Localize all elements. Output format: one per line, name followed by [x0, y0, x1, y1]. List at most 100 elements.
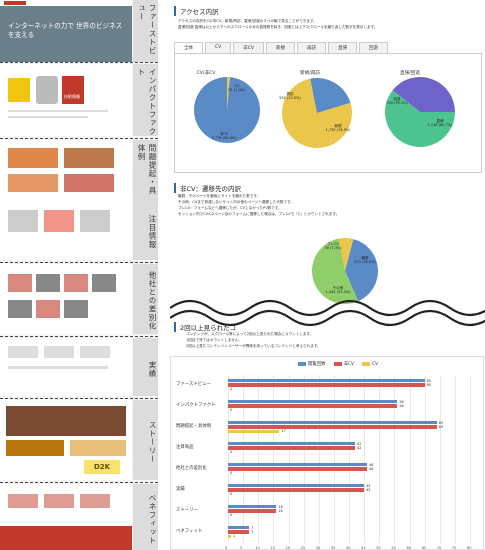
bar-value-label: 56 — [399, 399, 404, 404]
gridline — [379, 375, 381, 543]
brand-logo: D2K — [84, 460, 120, 474]
legend-label: 閲覧回数 — [308, 362, 326, 367]
label: 回遊 — [393, 97, 401, 101]
pct: (60.7%) — [438, 123, 453, 127]
bar-value-label: 1 — [233, 534, 236, 539]
x-tick-label: 50 — [376, 546, 381, 550]
bar-value-label: 0 — [230, 408, 233, 413]
x-tick-label: 30 — [315, 546, 321, 550]
bar-1 — [228, 509, 277, 513]
pie-cv-noncv — [193, 77, 260, 143]
bar-1 — [228, 446, 356, 450]
x-tick-label: 70 — [436, 546, 442, 550]
value: 532 — [279, 96, 286, 100]
thumb-proposal — [0, 264, 132, 334]
bar-value-label: 65 — [426, 382, 431, 387]
pie-slice-2 — [312, 238, 359, 305]
gridline — [364, 375, 366, 543]
x-tick-label: 45 — [361, 546, 366, 550]
pie-slice-1 — [345, 239, 378, 302]
bar-value-label: 69 — [438, 420, 444, 425]
label: 再訪 — [286, 92, 294, 96]
thumb-featured — [0, 200, 132, 260]
pie3-label-exit: 離脱 253 (39.3%) — [350, 256, 380, 264]
section-label-results: 実績 — [133, 338, 158, 396]
label: プレCV — [327, 242, 339, 246]
pct: (23.5%) — [286, 96, 301, 100]
bar-value-label: 42 — [357, 445, 362, 450]
access-title: アクセス内訳 — [174, 6, 219, 16]
pie-title-bounce: 直帰/回遊 — [400, 71, 420, 76]
x-tick-label: 60 — [406, 546, 412, 550]
bar-chart: 0 5 10 15 20 25 30 35 40 45 50 55 60 65 70 75 80 ファーストビュー… — [170, 0, 485, 550]
read-line-3: 2回以上見たコンテンツ＝ユーザーが興味を持っているコンテンツと考えられます。 — [186, 344, 321, 348]
value: 1,444 — [325, 290, 336, 294]
bar-value-label: 46 — [369, 462, 374, 467]
bar-1 — [228, 404, 398, 408]
x-tick-label: 25 — [300, 546, 306, 550]
gridline — [454, 375, 456, 543]
break-wave — [170, 299, 485, 327]
label: 離脱 — [361, 256, 369, 260]
bar-value-label: 0 — [230, 513, 233, 518]
pie-slice-1 — [385, 90, 455, 147]
pie-slice-0 — [310, 77, 351, 113]
pct: (1.4%) — [233, 88, 246, 92]
pie-title-new: 新規/再訪 — [300, 71, 320, 76]
bar-1 — [228, 488, 365, 492]
badge-text: 技術情報 — [64, 94, 80, 99]
pie-slice-1 — [282, 78, 352, 148]
legend-swatch — [333, 362, 342, 366]
gridline — [318, 375, 320, 543]
noncv-line-2: その他：CVまで到達しないサイト内の他のページへ遷移した代数です。 — [178, 200, 294, 204]
pie-title-cv: CV/非CV — [196, 71, 216, 76]
bar-1 — [228, 530, 250, 534]
label: 非CV — [219, 132, 229, 136]
x-tick-label: 0 — [225, 546, 228, 550]
bar-1 — [228, 467, 368, 471]
x-tick-label: 20 — [285, 546, 291, 550]
bar-value-label: 45 — [366, 483, 371, 488]
x-tick-label: 65 — [421, 546, 427, 550]
gridline — [273, 375, 275, 543]
pie1-label-new: 新規 1,730 (76.5%) — [318, 124, 358, 132]
bar-0 — [228, 505, 277, 509]
pie-slice-0 — [227, 77, 230, 110]
bar-value-label: 45 — [366, 487, 371, 492]
value: 36 — [324, 246, 329, 250]
bar-2 — [228, 429, 280, 433]
bar-0 — [228, 400, 398, 404]
x-tick-label: 75 — [451, 546, 457, 550]
bar-value-label: 7 — [251, 525, 254, 530]
bar-value-label: 0 — [230, 387, 233, 392]
label: 新規 — [334, 124, 342, 128]
legend-label: 非CV — [343, 362, 355, 367]
section-label-benefit: ベネフィット — [133, 484, 158, 550]
gridline — [288, 375, 290, 543]
x-tick-label: 35 — [330, 546, 336, 550]
bar-value-label: 17 — [281, 429, 286, 434]
access-tab-panel — [174, 53, 482, 173]
noncv-line-4: セッション内でCVの2ページ目のフォームに遷移した場合は、プレCVで「2」とカウ… — [178, 212, 340, 216]
bar-value-label: 0 — [230, 492, 233, 497]
category-label: 注目商品 — [176, 445, 194, 450]
value: 1,730 — [325, 128, 336, 132]
bar-0 — [228, 463, 368, 467]
legend-views: 閲覧回数 — [298, 361, 326, 367]
gridline — [439, 375, 441, 543]
value: 5,776 — [211, 136, 222, 140]
legend-swatch — [362, 362, 371, 366]
thumb-firstview: インターネットの力で 世界のビジネスを支える — [0, 0, 132, 62]
thumb-story: D2K — [0, 400, 132, 480]
pct: (98.6%) — [222, 136, 237, 140]
section-label-featured: 注目情報 — [133, 200, 158, 260]
gridline — [349, 375, 350, 543]
thumb-results — [0, 338, 132, 396]
access-desc-1: アクセスの内訳をCV/非CV、新規/再訪、直帰/回遊の３つの軸で見ることができま… — [178, 19, 317, 23]
x-tick-label: 10 — [255, 546, 260, 550]
bar-value-label: 69 — [438, 424, 444, 429]
pie3-label-other: その他 1,444 (53.4%) — [320, 286, 356, 294]
pie-bounce-browse — [385, 77, 455, 147]
noncv-title: 非CV：遷移先の内訳 — [174, 183, 241, 193]
tab-returning[interactable]: 再訪 — [296, 42, 326, 54]
